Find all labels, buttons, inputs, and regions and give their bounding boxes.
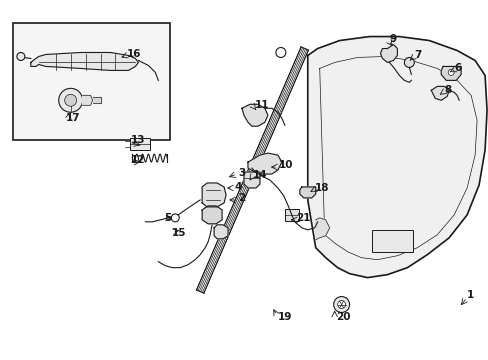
Text: 9: 9 xyxy=(388,33,396,44)
Circle shape xyxy=(404,58,413,67)
Polygon shape xyxy=(380,45,397,62)
Polygon shape xyxy=(202,183,225,207)
Text: 7: 7 xyxy=(413,50,421,60)
Polygon shape xyxy=(440,67,460,80)
Circle shape xyxy=(64,94,77,106)
Circle shape xyxy=(59,88,82,112)
Bar xyxy=(130,138,150,150)
Polygon shape xyxy=(315,218,329,240)
Text: 6: 6 xyxy=(453,63,461,73)
Text: 11: 11 xyxy=(254,100,269,110)
Polygon shape xyxy=(202,206,222,224)
Text: 1: 1 xyxy=(466,289,473,300)
Text: 19: 19 xyxy=(277,312,292,323)
Text: 20: 20 xyxy=(335,312,349,323)
Polygon shape xyxy=(430,86,448,100)
Text: 5: 5 xyxy=(164,213,171,223)
Text: 16: 16 xyxy=(126,49,141,59)
Circle shape xyxy=(337,301,345,309)
Bar xyxy=(371,230,412,252)
Circle shape xyxy=(171,214,179,222)
Bar xyxy=(13,23,170,140)
Polygon shape xyxy=(92,97,101,103)
Text: 8: 8 xyxy=(443,85,450,95)
Polygon shape xyxy=(307,37,486,278)
Circle shape xyxy=(447,69,453,75)
Circle shape xyxy=(275,48,285,58)
Text: 18: 18 xyxy=(314,183,328,193)
Circle shape xyxy=(333,297,349,312)
Polygon shape xyxy=(242,104,267,126)
Text: 21: 21 xyxy=(295,213,310,223)
Polygon shape xyxy=(247,153,281,174)
Text: 17: 17 xyxy=(65,113,80,123)
Text: 12: 12 xyxy=(130,155,144,165)
Text: 2: 2 xyxy=(238,193,245,203)
Text: 15: 15 xyxy=(172,228,186,238)
Polygon shape xyxy=(244,172,260,188)
Polygon shape xyxy=(31,53,138,71)
Polygon shape xyxy=(299,187,315,198)
Text: 4: 4 xyxy=(234,182,241,192)
Polygon shape xyxy=(82,95,92,105)
Bar xyxy=(285,209,298,221)
Text: 13: 13 xyxy=(130,135,144,145)
Polygon shape xyxy=(214,225,227,239)
Text: 3: 3 xyxy=(238,168,245,178)
Circle shape xyxy=(17,53,25,60)
Text: 10: 10 xyxy=(278,160,293,170)
Text: 14: 14 xyxy=(252,170,267,180)
